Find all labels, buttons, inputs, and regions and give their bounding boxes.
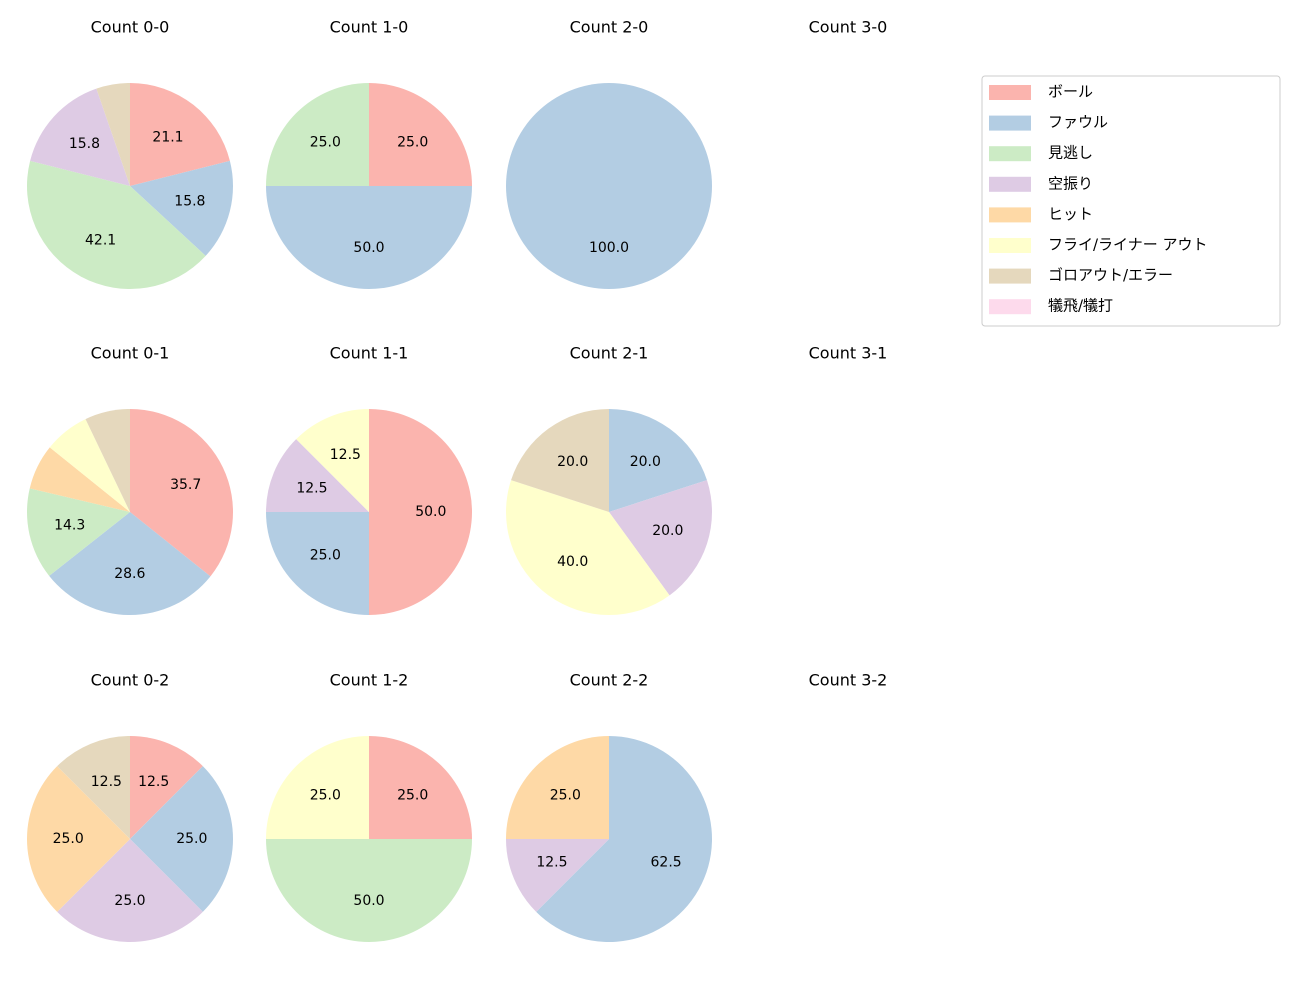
pie-slice — [130, 409, 234, 577]
pie-slice — [369, 409, 472, 615]
pie-slice — [506, 83, 712, 289]
pie-slice — [506, 839, 609, 912]
pie-slice — [266, 736, 369, 839]
data-label: 25.0 — [53, 831, 84, 847]
data-label: 100.0 — [589, 240, 629, 256]
data-label: 15.8 — [69, 136, 100, 152]
data-label: 35.7 — [170, 477, 201, 493]
legend-swatch — [989, 238, 1031, 253]
data-label: 12.5 — [296, 480, 327, 496]
pie-slice — [296, 409, 369, 512]
legend-label: 空振り — [1048, 174, 1093, 192]
data-label: 40.0 — [557, 554, 588, 570]
pie-title: Count 1-0 — [330, 18, 409, 37]
pie-slice — [27, 766, 131, 912]
pie-slice — [57, 736, 131, 839]
pie-slice — [506, 736, 609, 839]
pie-slice — [130, 160, 233, 256]
pie-slice — [536, 736, 713, 943]
pie-slice — [49, 512, 211, 615]
data-label: 25.0 — [310, 548, 341, 564]
data-label: 20.0 — [652, 523, 683, 539]
pie-slice — [27, 160, 206, 289]
pie-title: Count 3-0 — [809, 18, 888, 37]
pie-title: Count 0-1 — [91, 344, 170, 363]
pie-slice — [130, 83, 230, 186]
data-label: 12.5 — [138, 774, 169, 790]
data-label: 25.0 — [397, 787, 428, 803]
legend-label: ボール — [1048, 83, 1093, 101]
legend-label: ヒット — [1048, 205, 1093, 223]
pie-slice — [266, 439, 369, 512]
pie-slice — [369, 736, 472, 839]
data-label: 25.0 — [310, 134, 341, 150]
data-label: 50.0 — [415, 504, 446, 520]
pie-slice — [57, 839, 203, 943]
pie-slice — [266, 512, 369, 615]
pie-slice — [29, 447, 131, 512]
pie-slice — [30, 88, 131, 186]
legend-swatch — [989, 146, 1031, 162]
data-label: 21.1 — [152, 129, 183, 145]
data-label: 12.5 — [330, 447, 361, 463]
data-label: 62.5 — [651, 855, 682, 871]
data-label: 42.1 — [85, 232, 116, 248]
pie-slice — [49, 419, 130, 512]
data-label: 20.0 — [557, 454, 588, 470]
data-label: 12.5 — [536, 855, 567, 871]
pie-slice — [609, 480, 712, 596]
legend-label: ファウル — [1048, 113, 1108, 131]
data-label: 25.0 — [310, 787, 341, 803]
pie-title: Count 3-1 — [809, 344, 888, 363]
legend-swatch — [989, 115, 1031, 131]
legend-swatch — [989, 268, 1031, 284]
pie-slice — [130, 766, 233, 912]
legend-label: ゴロアウト/エラー — [1048, 266, 1173, 284]
legend-swatch — [989, 207, 1031, 223]
pie-slice — [130, 736, 203, 839]
pie-slice — [266, 83, 369, 186]
pie-slice — [266, 839, 472, 942]
pie-slice — [511, 409, 609, 512]
data-label: 25.0 — [114, 893, 145, 909]
data-label: 15.8 — [174, 193, 205, 209]
legend-box — [981, 75, 1281, 327]
legend-swatch — [989, 85, 1031, 100]
pie-title: Count 2-2 — [570, 671, 649, 690]
data-label: 50.0 — [353, 893, 384, 909]
pie-slice — [369, 83, 472, 186]
pie-title: Count 2-1 — [570, 344, 649, 363]
pie-title: Count 2-0 — [570, 18, 649, 37]
data-label: 25.0 — [550, 787, 581, 803]
legend-swatch — [989, 299, 1031, 315]
data-label: 50.0 — [353, 240, 384, 256]
data-label: 14.3 — [54, 517, 85, 533]
legend-swatch — [989, 176, 1031, 192]
pie-title: Count 1-2 — [330, 671, 409, 690]
pie-title: Count 0-0 — [91, 18, 170, 37]
data-label: 25.0 — [397, 134, 428, 150]
data-label: 20.0 — [630, 454, 661, 470]
pie-slice — [96, 83, 130, 186]
data-label: 28.6 — [114, 566, 145, 582]
data-label: 12.5 — [91, 774, 122, 790]
pie-title: Count 3-2 — [809, 671, 888, 690]
pie-title: Count 0-2 — [91, 671, 170, 690]
pie-slice — [609, 409, 707, 512]
legend-label: 見逃し — [1048, 144, 1093, 162]
pie-slice — [266, 186, 472, 289]
pie-title: Count 1-1 — [330, 344, 409, 363]
pie-slice — [85, 409, 130, 512]
data-label: 25.0 — [176, 831, 207, 847]
pie-slice — [506, 480, 670, 615]
pie-slice — [26, 488, 131, 576]
legend-label: 犠飛/犠打 — [1048, 297, 1113, 315]
legend-label: フライ/ライナー アウト — [1048, 236, 1208, 254]
